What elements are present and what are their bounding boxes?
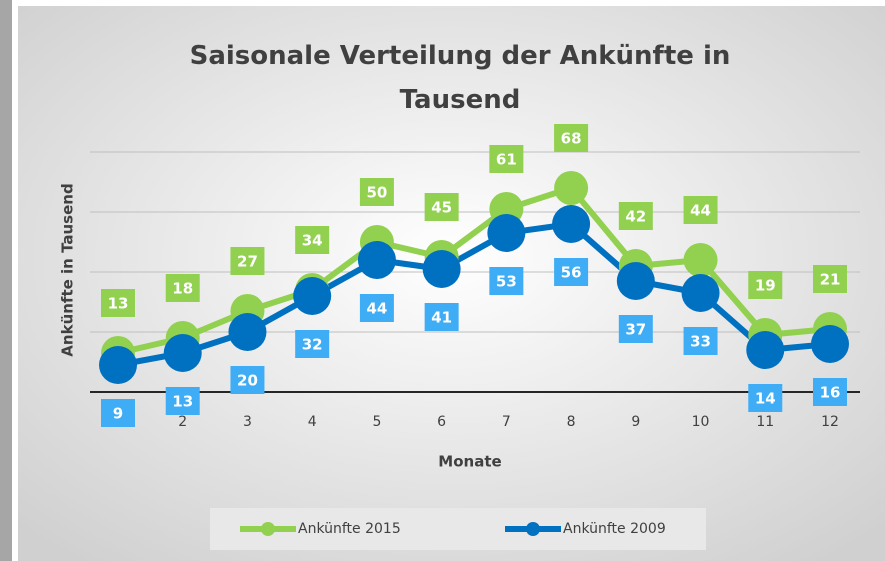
data-label-box: [554, 124, 589, 152]
point: [228, 313, 267, 351]
data-label: 27: [237, 253, 258, 271]
data-label: 13: [172, 393, 193, 411]
data-label: 18: [172, 280, 193, 298]
data-label-box: [489, 145, 524, 173]
data-label: 41: [431, 309, 452, 327]
data-label-box: [424, 303, 459, 331]
data-label-box: [748, 271, 783, 299]
point: [811, 325, 849, 363]
data-label-box: [813, 378, 847, 406]
data-label-box: [230, 366, 265, 394]
x-tick-label: 3: [243, 414, 252, 430]
data-label: 34: [302, 232, 323, 250]
data-label: 20: [237, 372, 258, 390]
data-label: 68: [561, 130, 582, 148]
point: [616, 262, 655, 300]
data-label-box: [101, 399, 135, 427]
data-label-box: [618, 315, 653, 343]
x-axis-title: Monate: [438, 453, 501, 471]
data-label: 44: [690, 202, 711, 220]
data-label-box: [748, 384, 783, 412]
data-label-box: [359, 294, 394, 322]
data-label-box: [554, 258, 589, 286]
point: [552, 205, 591, 243]
data-label: 53: [496, 273, 517, 291]
x-tick-label: 2: [178, 414, 187, 430]
data-label-box: [489, 267, 524, 295]
x-tick-label: 11: [756, 414, 774, 430]
point: [357, 241, 396, 279]
data-label: 21: [820, 271, 841, 289]
x-tick-label: 10: [692, 414, 710, 430]
x-tick-label: 9: [631, 414, 640, 430]
data-label: 37: [625, 321, 646, 339]
data-label: 14: [755, 390, 776, 408]
data-label: 16: [820, 384, 841, 402]
data-label-box: [165, 387, 200, 415]
data-label-box: [813, 265, 847, 293]
data-label: 44: [366, 300, 387, 318]
data-label: 19: [755, 277, 776, 295]
point: [746, 331, 785, 369]
data-label-box: [424, 193, 459, 221]
legend-marker: [261, 522, 275, 536]
point: [683, 243, 718, 277]
point: [99, 346, 137, 384]
x-tick-label: 7: [502, 414, 511, 430]
data-label: 42: [625, 208, 646, 226]
point: [554, 171, 589, 205]
data-label-box: [683, 327, 718, 355]
data-label: 32: [302, 336, 323, 354]
x-tick-label: 8: [567, 414, 576, 430]
data-label: 50: [366, 184, 387, 202]
point: [681, 274, 720, 312]
data-label: 61: [496, 151, 517, 169]
data-label-box: [359, 178, 394, 206]
legend-label: Ankünfte 2015: [298, 521, 401, 537]
data-label: 9: [113, 405, 123, 423]
data-label: 13: [108, 295, 129, 313]
side-bar: [0, 0, 12, 561]
x-tick-label: 12: [821, 414, 839, 430]
data-label: 33: [690, 333, 711, 351]
data-label-box: [295, 226, 330, 254]
data-label-box: [618, 202, 653, 230]
point: [163, 334, 202, 372]
x-tick-label: 5: [372, 414, 381, 430]
x-tick-label: 6: [437, 414, 446, 430]
data-label: 56: [561, 264, 582, 282]
point: [422, 250, 461, 288]
point: [293, 277, 332, 315]
chart-title: Saisonale Verteilung der Ankünfte in Tau…: [189, 41, 731, 115]
data-label-box: [101, 289, 135, 317]
data-label-box: [295, 330, 330, 358]
legend-marker: [526, 522, 540, 536]
y-axis-title: Ankünfte in Tausend: [59, 183, 77, 356]
data-label: 45: [431, 199, 452, 217]
legend-label: Ankünfte 2009: [563, 521, 666, 537]
point: [487, 214, 526, 252]
data-label-box: [230, 247, 265, 275]
data-label-box: [165, 274, 200, 302]
x-tick-label: 4: [308, 414, 317, 430]
data-label-box: [683, 196, 718, 224]
